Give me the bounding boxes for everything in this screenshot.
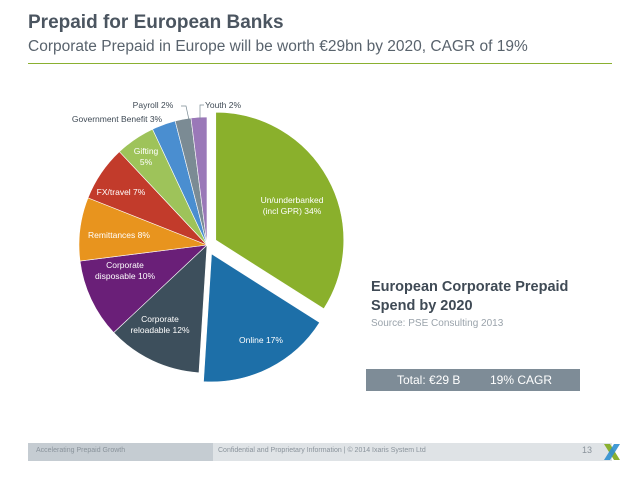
slice-label: Remittances 8% <box>88 230 150 240</box>
label-leader-line <box>181 105 190 121</box>
pie-slice <box>203 253 321 383</box>
slice-label: Payroll 2% <box>133 100 174 110</box>
pie-slice <box>190 116 208 246</box>
company-logo-icon <box>604 444 620 460</box>
footer-left-block <box>28 443 213 461</box>
footer-left-text: Accelerating Prepaid Growth <box>36 447 126 454</box>
slice-label: Online 17% <box>239 335 283 345</box>
label-leader-line <box>199 104 204 119</box>
pie-slice <box>215 111 345 310</box>
total-value: Total: €29 B <box>397 373 461 387</box>
footer-center-text: Confidential and Proprietary Information… <box>218 447 426 454</box>
slice-label: Government Benefit 3% <box>72 114 163 124</box>
title-rule <box>28 63 612 64</box>
slice-label: Gifting 5% <box>134 146 159 167</box>
total-bar: Total: €29 B 19% CAGR <box>366 369 580 391</box>
pie-slice <box>79 244 208 334</box>
slice-label: Un/underbanked (incl GPR) 34% <box>261 195 324 216</box>
pie-slice <box>113 244 208 374</box>
slide-title: Prepaid for European Banks <box>28 12 284 33</box>
slice-label: Corporate reloadable 12% <box>130 314 190 335</box>
slice-label: FX/travel 7% <box>97 187 146 197</box>
slice-label: Youth 2% <box>205 100 242 110</box>
chart-source: Source: PSE Consulting 2013 <box>371 318 504 329</box>
chart-side-title: European Corporate Prepaid Spend by 2020 <box>371 279 569 314</box>
page-number: 13 <box>582 445 593 455</box>
slide-subtitle: Corporate Prepaid in Europe will be wort… <box>28 38 528 55</box>
slice-label: Corporate disposable 10% <box>95 260 155 281</box>
cagr-value: 19% CAGR <box>490 373 553 387</box>
